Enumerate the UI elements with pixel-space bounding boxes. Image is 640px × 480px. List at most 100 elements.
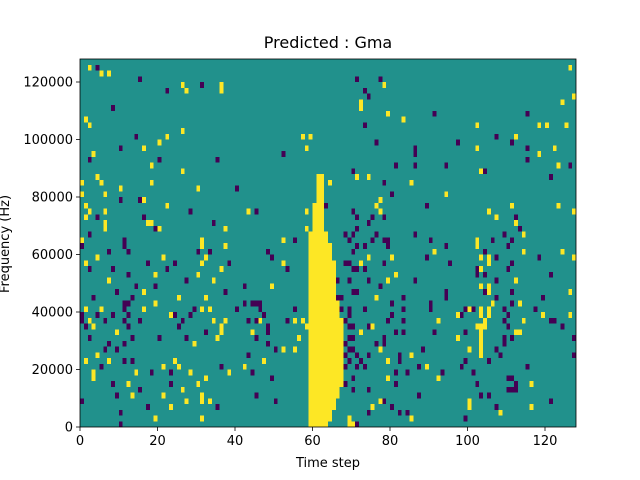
heatmap-cell <box>510 202 514 209</box>
heatmap-cell <box>397 352 402 358</box>
heatmap-cell <box>413 145 418 151</box>
heatmap-cell <box>215 404 220 410</box>
heatmap-cell <box>424 363 429 370</box>
heatmap-cell <box>219 329 224 335</box>
heatmap-cell <box>192 340 197 347</box>
heatmap-cell <box>254 392 259 399</box>
heatmap-cell <box>475 145 480 151</box>
heatmap-cell <box>95 254 100 261</box>
heatmap-cell <box>413 162 418 169</box>
heatmap-cell <box>486 392 491 399</box>
heatmap-cell <box>506 375 511 381</box>
heatmap-cell <box>258 317 263 324</box>
heatmap-cell <box>506 243 511 249</box>
heatmap-cell <box>397 409 402 416</box>
heatmap-cell <box>417 392 421 399</box>
heatmap-cell <box>390 191 394 197</box>
heatmap-cell <box>572 208 576 215</box>
heatmap-cell <box>200 392 204 399</box>
heatmap-cell <box>366 220 371 226</box>
heatmap-cell <box>514 329 518 335</box>
heatmap-cell <box>537 122 542 128</box>
heatmap-cell <box>355 214 359 220</box>
heatmap-cell <box>467 346 472 353</box>
heatmap-cell <box>122 300 127 307</box>
heatmap-cell <box>479 283 483 289</box>
heatmap-cell <box>304 323 309 330</box>
heatmap-cell <box>219 87 224 94</box>
heatmap-cell <box>114 392 119 399</box>
heatmap-cell <box>223 289 228 295</box>
heatmap-cell <box>432 329 437 335</box>
heatmap-cell <box>459 312 464 318</box>
heatmap-cell <box>180 128 185 134</box>
heatmap-cell <box>80 398 84 404</box>
heatmap-cell <box>541 312 545 318</box>
heatmap-cell <box>572 254 576 261</box>
heatmap-cell <box>486 312 491 318</box>
heatmap-cell <box>254 335 259 341</box>
heatmap-cell <box>107 358 111 364</box>
heatmap-cell <box>475 271 480 278</box>
heatmap-cell <box>521 231 526 238</box>
heatmap-cell <box>157 139 162 146</box>
heatmap-cell <box>99 306 104 312</box>
heatmap-cell <box>510 260 514 266</box>
heatmap-cell <box>320 174 325 427</box>
heatmap-cell <box>479 254 483 261</box>
heatmap-cell <box>413 151 418 157</box>
heatmap-cell <box>355 289 359 295</box>
heatmap-cell <box>211 317 216 324</box>
heatmap-cell <box>479 323 483 330</box>
heatmap-cell <box>378 197 383 203</box>
heatmap-cell <box>359 105 363 111</box>
heatmap-cell <box>118 197 123 203</box>
heatmap-cell <box>382 82 387 88</box>
heatmap-cell <box>95 312 100 318</box>
heatmap-cell <box>118 145 123 151</box>
heatmap-cell <box>180 168 185 174</box>
heatmap-cell <box>347 312 352 318</box>
heatmap-cell <box>351 346 356 353</box>
heatmap-cell <box>494 404 499 410</box>
heatmap-cell <box>498 409 503 416</box>
x-axis-label: Time step <box>295 456 360 471</box>
heatmap-cell <box>300 133 305 140</box>
y-tick-label: 100000 <box>23 133 73 148</box>
heatmap-cell <box>196 271 201 278</box>
heatmap-cell <box>366 277 371 284</box>
heatmap-cell <box>506 386 511 393</box>
heatmap-cell <box>122 306 127 312</box>
heatmap-cell <box>393 381 398 387</box>
heatmap-cell <box>362 363 367 370</box>
heatmap-cell <box>130 358 135 364</box>
heatmap-cell <box>347 323 352 330</box>
heatmap-cell <box>374 294 379 301</box>
heatmap-cell <box>114 289 119 295</box>
heatmap-cell <box>556 202 561 209</box>
heatmap-cell <box>304 208 309 215</box>
heatmap-cell <box>525 363 530 370</box>
heatmap-cell <box>401 329 406 335</box>
heatmap-cell <box>502 335 507 341</box>
heatmap-cell <box>103 317 108 324</box>
heatmap-cell <box>343 317 348 324</box>
heatmap-cell <box>324 202 328 209</box>
heatmap-cell <box>138 76 142 82</box>
heatmap-cell <box>510 237 514 243</box>
heatmap-cell <box>351 335 356 341</box>
heatmap-cell <box>130 294 135 301</box>
heatmap-cell <box>502 340 507 347</box>
heatmap-cell <box>405 409 410 416</box>
heatmap-cell <box>347 237 352 243</box>
y-axis-label: Frequency (Hz) <box>0 195 13 293</box>
heatmap-cell <box>417 363 421 370</box>
heatmap-cell <box>142 197 146 203</box>
heatmap-cell <box>215 156 220 163</box>
heatmap-cell <box>366 409 371 416</box>
heatmap-cell <box>386 317 390 324</box>
heatmap-cell <box>312 202 317 427</box>
heatmap-cell <box>269 283 274 289</box>
y-tick-label: 80000 <box>32 191 73 206</box>
heatmap-cell <box>521 248 526 255</box>
